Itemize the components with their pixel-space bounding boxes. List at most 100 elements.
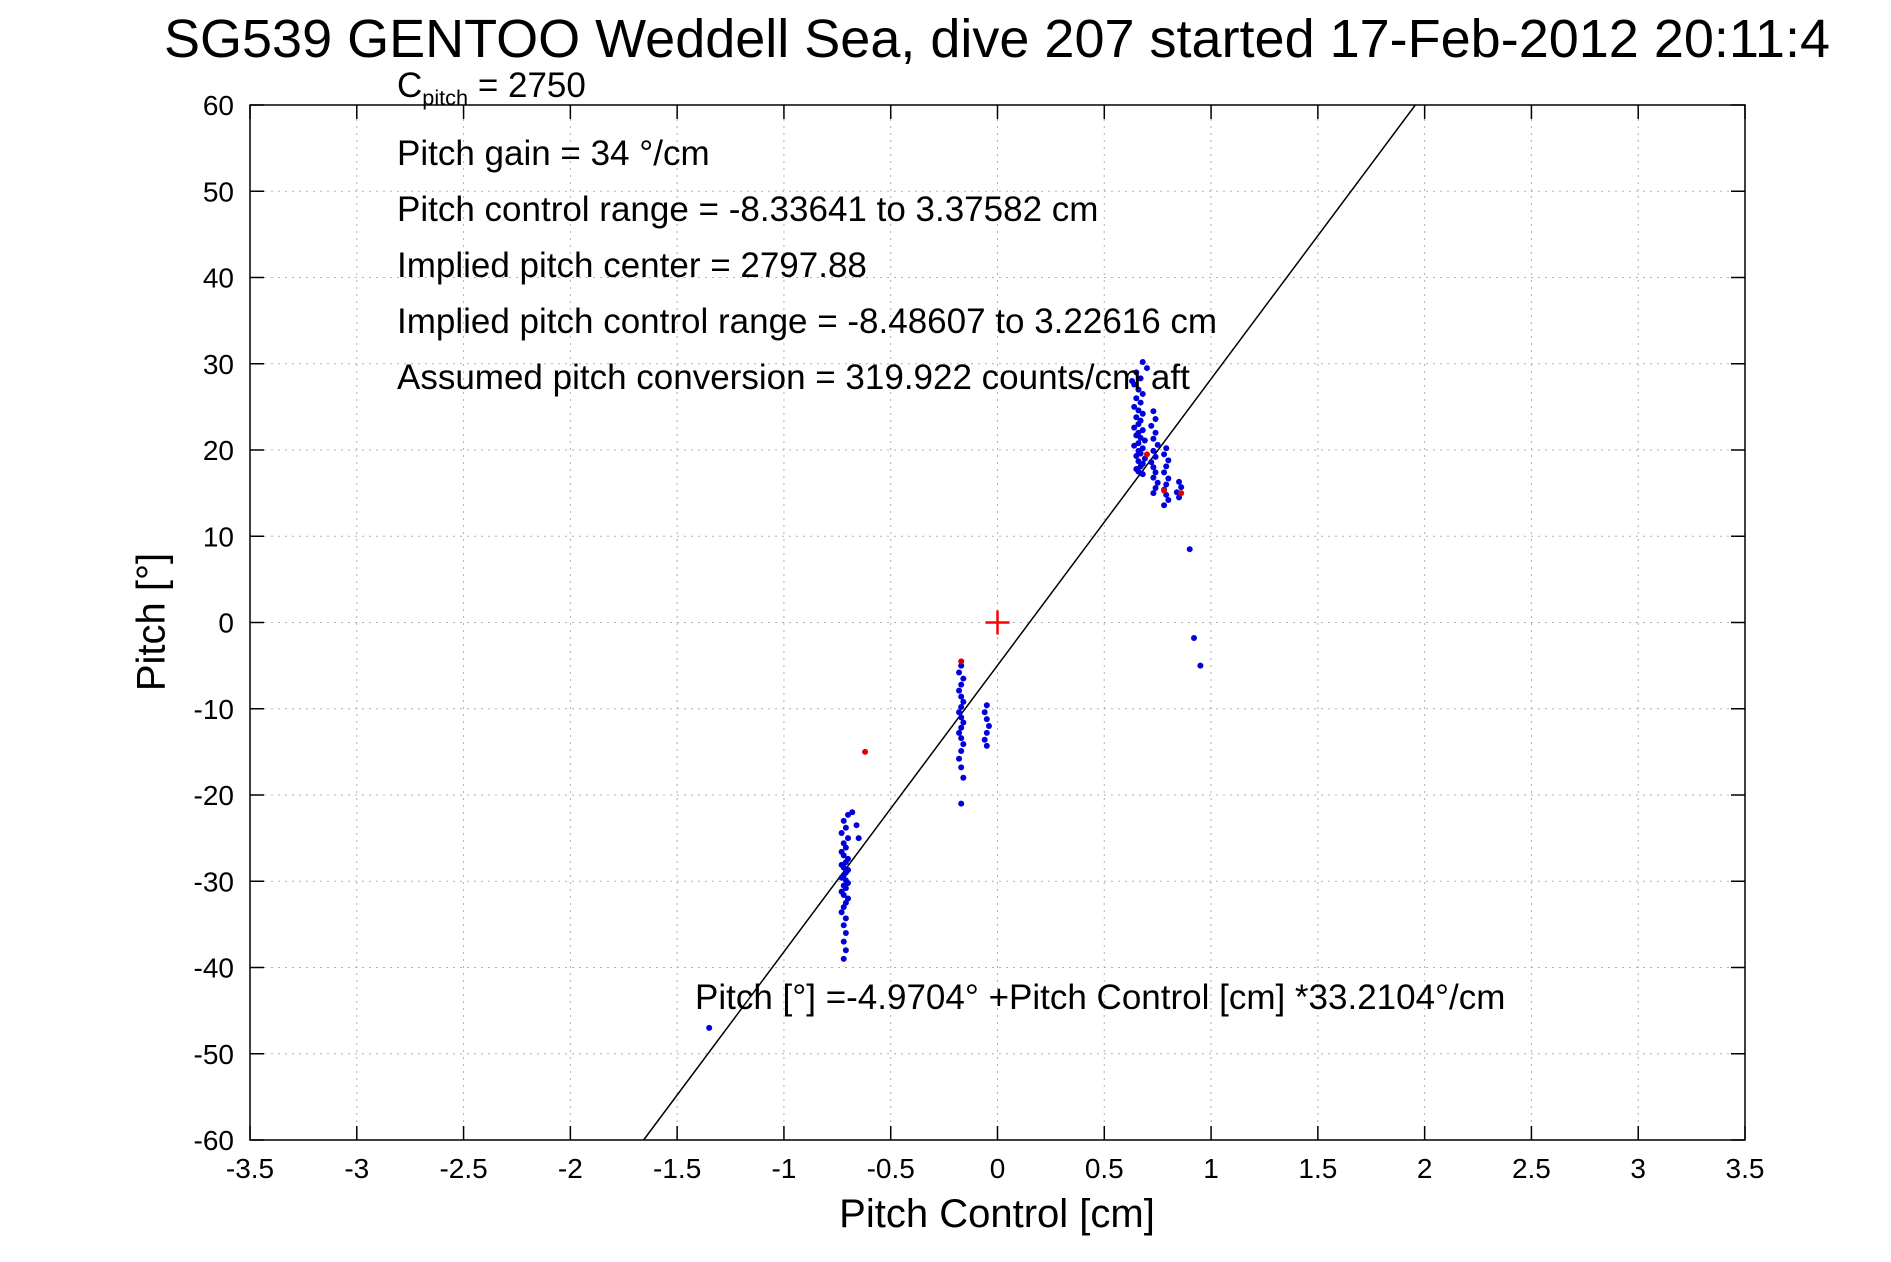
pitch-observations-point	[983, 729, 990, 736]
annotation-assumed-pitch-conversion: Assumed pitch conversion = 319.922 count…	[397, 358, 1190, 397]
pitch-observations-point	[985, 723, 992, 729]
pitch-observations-point	[1150, 408, 1157, 415]
pitch-observations-point	[981, 709, 988, 716]
y-tick-label: 20	[203, 435, 234, 466]
pitch-observations-point	[1139, 359, 1146, 366]
x-tick-label: -2.5	[439, 1153, 487, 1184]
y-tick-label: -20	[194, 780, 234, 811]
pitch-observations-point	[845, 835, 851, 842]
pitch-observations-point	[1152, 429, 1159, 436]
x-tick-label: -2	[558, 1153, 583, 1184]
pitch-observations-point	[956, 709, 963, 716]
pitch-observations-point	[958, 662, 965, 669]
pitch-observations-point	[1197, 662, 1204, 669]
pitch-observations-point	[983, 742, 990, 749]
pitch-observations-point	[1150, 490, 1157, 497]
pitch-observations-point	[958, 714, 965, 721]
annotation-block: Cpitch = 2750 Pitch gain = 34 °/cm Pitch…	[397, 58, 1217, 406]
y-tick-label: 50	[203, 176, 234, 207]
fit-equation-label: Pitch [°] =-4.9704° +Pitch Control [cm] …	[695, 978, 1506, 1017]
pitch-observations-point	[842, 947, 849, 954]
pitch-observations-point	[1133, 453, 1140, 460]
pitch-observations-point	[706, 1024, 713, 1031]
pitch-observations-point	[1139, 471, 1146, 478]
pitch-observations-point	[840, 938, 847, 945]
pitch-observations-point	[1154, 441, 1161, 448]
pitch-observations-point	[855, 835, 862, 842]
y-axis-label: Pitch [°]	[129, 552, 174, 692]
annotation-implied-pitch-control-range: Implied pitch control range = -8.48607 t…	[397, 302, 1218, 341]
pitch-observations-point	[838, 909, 845, 916]
annotation-pitch-control-range: Pitch control range = -8.33641 to 3.3758…	[397, 190, 1099, 229]
pitch-observations-point	[958, 735, 965, 742]
pitch-observations-point	[1131, 403, 1138, 410]
pitch-observations-point	[1129, 378, 1136, 384]
flagged-observations-point	[862, 748, 869, 755]
pitch-observations-point	[958, 764, 965, 771]
pitch-observations-point	[1131, 424, 1138, 431]
x-tick-label: 1	[1203, 1153, 1219, 1184]
flagged-observations-point	[1178, 490, 1185, 497]
pitch-observations-point	[960, 741, 967, 748]
pitch-observations-point	[956, 729, 963, 736]
pitch-observations-point	[853, 822, 860, 829]
pitch-observations-point	[1135, 386, 1142, 393]
pitch-observations-point	[840, 955, 847, 962]
pitch-observations-point	[838, 829, 845, 836]
pitch-observations-point	[960, 698, 967, 705]
pitch-observations-point	[1161, 502, 1168, 509]
pitch-observations-point	[1152, 484, 1159, 491]
pitch-observations-point	[840, 852, 847, 859]
pitch-observations-point	[1144, 365, 1150, 372]
pitch-observations-point	[840, 892, 847, 899]
pitch-observations-point	[1133, 395, 1140, 402]
pitch-observations-point	[960, 675, 967, 682]
pitch-observations-point	[1137, 375, 1144, 382]
pitch-observations-point	[840, 817, 847, 824]
flagged-observations-point	[1161, 487, 1168, 494]
pitch-observations-point	[840, 922, 847, 929]
pitch-observations-point	[1163, 481, 1170, 488]
y-tick-label: -10	[194, 694, 234, 725]
pitch-observations-point	[842, 824, 849, 831]
pitch-observations-point	[1152, 415, 1159, 422]
y-tick-label: -40	[194, 953, 234, 984]
pitch-observations-point	[960, 719, 967, 726]
pitch-observations-point	[956, 669, 963, 676]
x-tick-label: -3.5	[226, 1153, 274, 1184]
x-tick-label: 3.5	[1726, 1153, 1765, 1184]
annotation-implied-pitch-center: Implied pitch center = 2797.88	[397, 246, 867, 285]
pitch-observations-point	[956, 687, 963, 694]
pitch-observations-point	[960, 774, 967, 781]
pitch-observations-point	[983, 702, 990, 709]
pitch-observations-point	[1165, 475, 1172, 482]
pitch-observations-point	[1139, 410, 1146, 417]
origin-plus-marker	[985, 610, 1010, 635]
pitch-observations-point	[1178, 484, 1185, 491]
pitch-observations-point	[1163, 445, 1170, 452]
pitch-observations-point	[1161, 469, 1168, 476]
pitch-observations-point	[958, 693, 965, 700]
pitch-observations-point	[1161, 451, 1168, 458]
pitch-observations-point	[983, 716, 990, 723]
pitch-observations-point	[1133, 369, 1140, 376]
pitch-observations-point	[958, 681, 965, 688]
x-axis-label: Pitch Control [cm]	[839, 1192, 1155, 1236]
pitch-observations-point	[958, 724, 965, 731]
pitch-observations-point	[958, 800, 965, 807]
pitch-observations-point	[840, 904, 847, 911]
pitch-observations-point	[1186, 546, 1193, 553]
y-tick-label: 40	[203, 263, 234, 294]
x-tick-label: 2.5	[1512, 1153, 1551, 1184]
x-tick-label: 3	[1630, 1153, 1646, 1184]
flagged-observations-point	[958, 658, 965, 665]
pitch-observations-point	[1148, 422, 1155, 429]
y-tick-label: 0	[218, 608, 234, 639]
y-tick-label: -60	[194, 1125, 234, 1156]
x-tick-label: 2	[1417, 1153, 1433, 1184]
y-tick-label: 60	[203, 90, 234, 121]
pitch-observations-point	[958, 748, 965, 755]
pitch-observations-point	[1150, 447, 1157, 454]
pitch-observations-point	[1150, 464, 1157, 471]
pitch-observations-point	[842, 915, 849, 922]
